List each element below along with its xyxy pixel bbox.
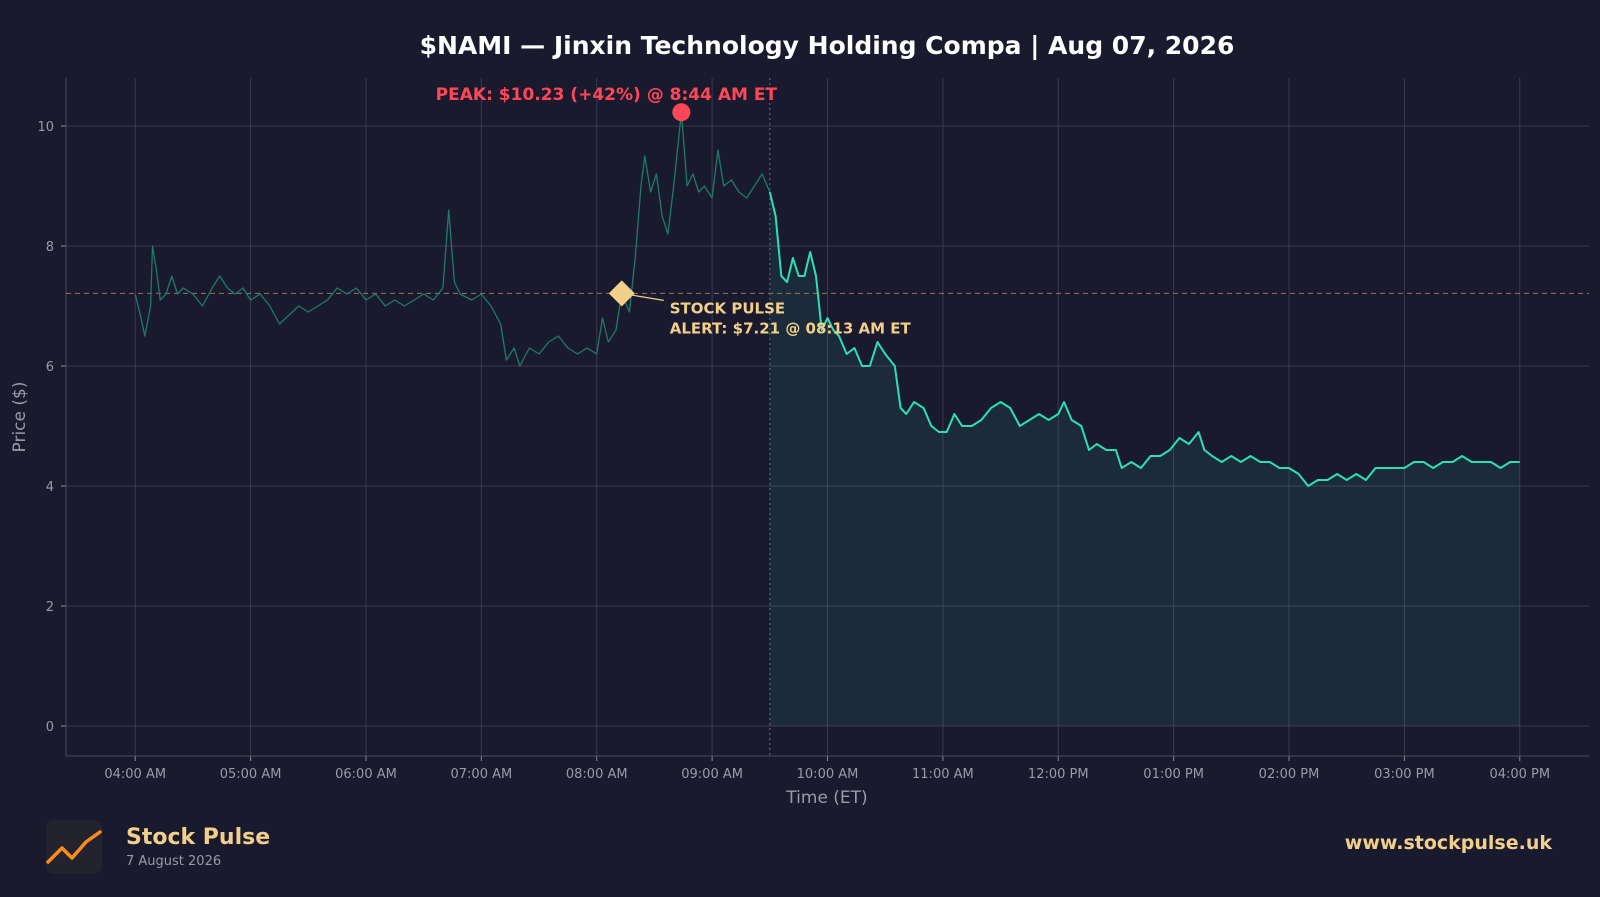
footer: Stock Pulse 7 August 2026 www.stockpulse… xyxy=(0,810,1600,897)
alert-diamond-marker xyxy=(608,280,635,307)
y-tick-label: 2 xyxy=(46,600,54,615)
x-tick-label: 07:00 AM xyxy=(451,767,513,782)
x-tick-label: 02:00 PM xyxy=(1259,767,1320,782)
y-tick-label: 0 xyxy=(46,720,54,735)
x-tick-label: 09:00 AM xyxy=(681,767,743,782)
y-tick-label: 8 xyxy=(46,240,54,255)
peak-marker xyxy=(672,103,691,122)
x-tick-label: 05:00 AM xyxy=(220,767,282,782)
price-chart: $NAMI — Jinxin Technology Holding Compa … xyxy=(10,31,1589,808)
x-axis-label: Time (ET) xyxy=(785,788,867,808)
x-tick-label: 06:00 AM xyxy=(335,767,397,782)
brand-name: Stock Pulse xyxy=(126,825,271,850)
x-tick-label: 04:00 AM xyxy=(104,767,166,782)
x-tick-label: 11:00 AM xyxy=(912,767,974,782)
x-tick-label: 01:00 PM xyxy=(1143,767,1204,782)
x-tick-label: 08:00 AM xyxy=(566,767,628,782)
peak-label: PEAK: $10.23 (+42%) @ 8:44 AM ET xyxy=(436,85,778,105)
x-tick-label: 04:00 PM xyxy=(1489,767,1550,782)
y-tick-label: 6 xyxy=(46,360,54,375)
x-tick-label: 10:00 AM xyxy=(797,767,859,782)
trend-line-icon xyxy=(46,820,102,874)
x-tick-label: 12:00 PM xyxy=(1028,767,1089,782)
chart-title: $NAMI — Jinxin Technology Holding Compa … xyxy=(420,31,1235,60)
y-tick-label: 10 xyxy=(37,120,54,135)
alert-label-title: STOCK PULSE xyxy=(670,299,785,317)
session-area-fill xyxy=(769,192,1520,726)
y-tick-label: 4 xyxy=(46,480,54,495)
session-price-line xyxy=(768,191,1520,487)
alert-label-detail: ALERT: $7.21 @ 08:13 AM ET xyxy=(670,319,912,337)
x-tick-label: 03:00 PM xyxy=(1374,767,1435,782)
brand-date: 7 August 2026 xyxy=(126,854,222,869)
premarket-price-line xyxy=(134,111,771,367)
y-axis-label: Price ($) xyxy=(10,382,30,453)
website-link[interactable]: www.stockpulse.uk xyxy=(1344,832,1552,854)
